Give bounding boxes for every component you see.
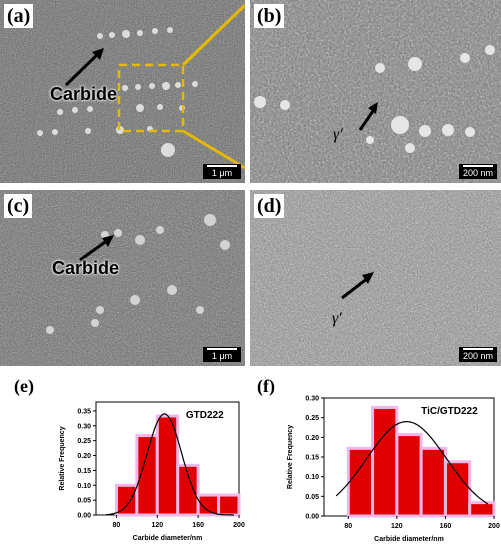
y-tick-label: 0.20 xyxy=(305,435,319,442)
sem-image-c xyxy=(0,190,245,366)
sem-panel-c: (c) Carbide 1 μm xyxy=(0,190,245,366)
fit-curve xyxy=(335,421,489,505)
histogram-f: 80 120 160 200 0.00 0.05 0.10 0.15 0.20 0.25 0.30 C… xyxy=(287,396,500,544)
sem-panel-d: (d) γ′ 200 nm xyxy=(250,190,501,366)
sem-image-d xyxy=(250,190,501,366)
y-axis-label: Relative Frequency xyxy=(287,425,294,489)
y-tick-label: 0.35 xyxy=(77,408,91,415)
panel-label-a: (a) xyxy=(4,4,34,28)
chart-title: GTD222 xyxy=(186,410,224,421)
y-tick-label: 0.25 xyxy=(77,438,91,445)
x-tick-label: 80 xyxy=(113,522,121,529)
carbide-annotation-c: Carbide xyxy=(52,258,120,278)
x-tick-label: 160 xyxy=(440,523,452,530)
x-tick-label: 120 xyxy=(151,522,163,529)
y-tick-label: 0.10 xyxy=(305,474,319,481)
x-tick-label: 80 xyxy=(344,523,352,530)
y-tick-label: 0.00 xyxy=(77,513,91,520)
x-tick-label: 120 xyxy=(391,523,403,530)
arrow-carbide-c xyxy=(79,238,109,262)
y-tick-label: 0.30 xyxy=(77,423,91,430)
panel-label-d: (d) xyxy=(254,194,285,218)
y-tick-label: 0.05 xyxy=(305,494,319,501)
histogram-bar xyxy=(395,433,423,518)
histogram-bar xyxy=(346,446,375,518)
sem-panel-a: (a) Carbide 1 μm xyxy=(0,0,245,183)
fit-curve xyxy=(106,413,234,516)
x-axis-label: Carbide diameter/nm xyxy=(133,535,203,542)
arrow-gamma-b xyxy=(358,107,377,131)
histogram-e: 80 120 160 200 0.00 0.05 0.10 0.15 0.20 0.25 0.30 0… xyxy=(59,401,245,542)
sem-image-b xyxy=(250,0,501,183)
panel-label-e: (e) xyxy=(14,376,34,396)
y-tick-label: 0.30 xyxy=(305,396,319,403)
x-axis-label: Carbide diameter/nm xyxy=(374,536,444,543)
y-tick-label: 0.05 xyxy=(77,498,91,505)
scale-bar-d: 200 nm xyxy=(458,347,497,362)
sem-image-a xyxy=(0,0,245,183)
carbide-annotation-a: Carbide xyxy=(50,84,118,104)
histogram-bar xyxy=(114,483,139,517)
scale-bar-a: 1 μm xyxy=(203,164,241,179)
chart-title: TiC/GTD222 xyxy=(421,406,478,417)
gamma-annotation-d: γ′ xyxy=(332,310,342,327)
gamma-annotation-b: γ′ xyxy=(333,126,343,143)
scale-bar-b: 200 nm xyxy=(458,164,497,179)
y-tick-label: 0.20 xyxy=(77,453,91,460)
histogram-bar xyxy=(443,460,472,518)
scale-bar-c: 1 μm xyxy=(203,347,241,362)
histogram-bar xyxy=(468,501,496,518)
histogram-bar xyxy=(135,434,159,517)
sem-panel-b: (b) γ′ 200 nm xyxy=(250,0,501,183)
x-tick-label: 200 xyxy=(233,522,245,529)
x-tick-label: 200 xyxy=(488,523,500,530)
panel-label-c: (c) xyxy=(4,194,33,218)
x-tick-label: 160 xyxy=(192,522,204,529)
histogram-panel-e: (e) 80 120 160 200 0.00 0.05 0.10 0.15 0.20 0.25 0… xyxy=(0,368,250,550)
y-tick-label: 0.10 xyxy=(77,483,91,490)
arrow-carbide-a xyxy=(64,50,102,87)
histogram-bar xyxy=(217,493,241,517)
panel-label-b: (b) xyxy=(254,4,285,28)
histogram-bar xyxy=(419,446,447,518)
zoom-box xyxy=(117,63,185,133)
histogram-panel-f: (f) 80 120 160 200 0.00 0.05 0.10 0.15 0.20 0.25 0… xyxy=(251,368,501,550)
arrow-gamma-d xyxy=(341,276,369,300)
y-tick-label: 0.15 xyxy=(77,468,91,475)
histogram-bar xyxy=(371,405,399,518)
histogram-bar xyxy=(176,463,200,517)
y-tick-label: 0.25 xyxy=(305,415,319,422)
y-axis-label: Relative Frequency xyxy=(59,426,66,490)
panel-label-f: (f) xyxy=(257,376,275,396)
y-tick-label: 0.15 xyxy=(305,455,319,462)
y-tick-label: 0.00 xyxy=(305,514,319,521)
